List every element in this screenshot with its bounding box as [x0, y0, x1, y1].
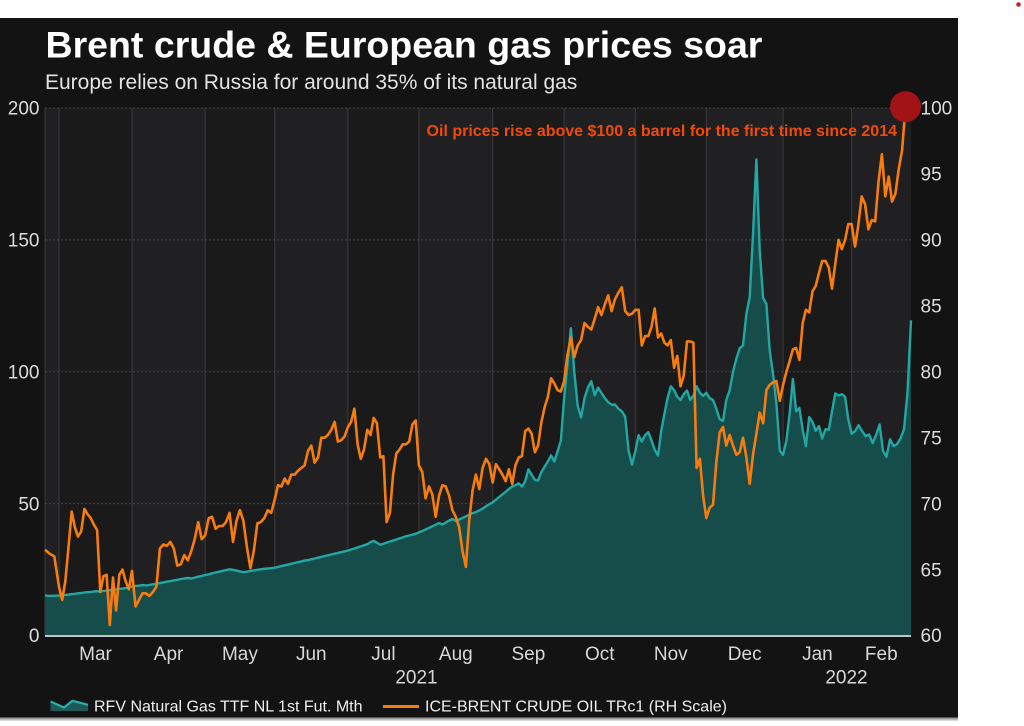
svg-text:Europe relies on Russia for ar: Europe relies on Russia for around 35% o… — [45, 71, 577, 94]
svg-text:200: 200 — [8, 99, 40, 120]
svg-text:Feb: Feb — [865, 644, 898, 665]
svg-text:RFV Natural Gas TTF NL 1st Fut: RFV Natural Gas TTF NL 1st Fut. Mth — [94, 699, 363, 716]
svg-text:150: 150 — [8, 231, 40, 252]
svg-text:75: 75 — [921, 428, 942, 449]
svg-text:65: 65 — [921, 560, 942, 581]
svg-text:60: 60 — [921, 626, 942, 647]
svg-text:Apr: Apr — [154, 644, 184, 665]
svg-text:100: 100 — [8, 362, 40, 383]
svg-text:Brent crude & European gas pri: Brent crude & European gas prices soar — [46, 24, 763, 66]
svg-text:Dec: Dec — [728, 644, 762, 665]
svg-text:70: 70 — [921, 494, 942, 515]
svg-text:80: 80 — [921, 362, 942, 383]
svg-text:90: 90 — [921, 231, 942, 252]
svg-text:Mar: Mar — [79, 644, 112, 665]
svg-text:0: 0 — [29, 626, 40, 647]
svg-text:95: 95 — [921, 165, 942, 186]
svg-text:2022: 2022 — [825, 668, 867, 689]
svg-text:Oct: Oct — [585, 644, 615, 665]
svg-text:Jan: Jan — [802, 644, 833, 665]
svg-text:ICE-BRENT CRUDE OIL TRc1 (RH S: ICE-BRENT CRUDE OIL TRc1 (RH Scale) — [425, 699, 727, 716]
svg-text:Jul: Jul — [371, 644, 395, 665]
svg-text:Sep: Sep — [511, 644, 545, 665]
svg-text:2021: 2021 — [395, 668, 437, 689]
svg-text:May: May — [222, 644, 258, 665]
svg-text:85: 85 — [921, 297, 942, 318]
svg-text:Oil prices rise above $100 a b: Oil prices rise above $100 a barrel for … — [427, 123, 898, 140]
svg-text:Jun: Jun — [296, 644, 327, 665]
svg-text:100: 100 — [921, 99, 953, 120]
svg-text:Aug: Aug — [439, 644, 473, 665]
svg-text:Nov: Nov — [654, 644, 688, 665]
svg-text:50: 50 — [18, 494, 39, 515]
